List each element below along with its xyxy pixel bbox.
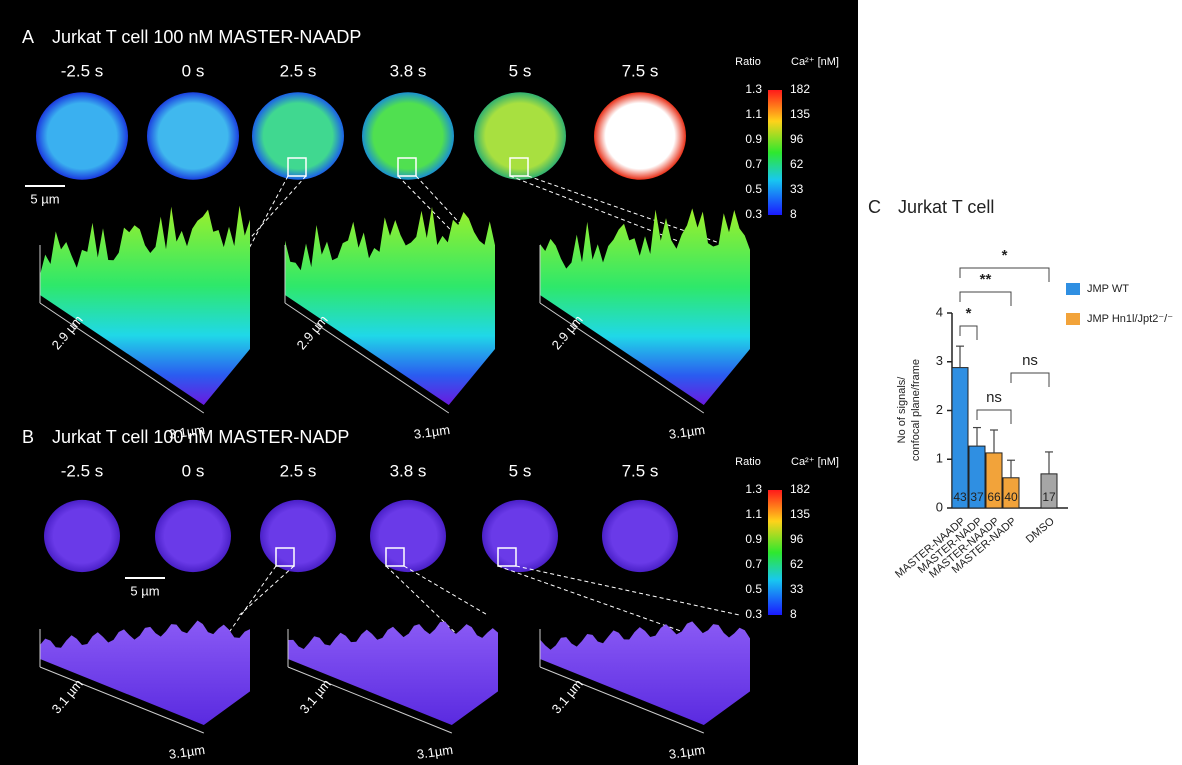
colorbar-tick-label: 0.5 [745,582,762,596]
time-label: 7.5 s [622,461,659,480]
colorbar-tick-label: 1.1 [745,507,762,521]
colorbar-title: Ca²⁺ [nM] [791,56,839,68]
panel-title: Jurkat T cell 100 nM MASTER-NADP [52,427,349,447]
n-label: 17 [1042,490,1056,504]
time-label: 0 s [182,461,205,480]
significance-label: ** [980,271,992,288]
n-label: 40 [1004,490,1018,504]
colorbar-tick-label: 62 [790,157,804,171]
significance-bracket [1011,373,1049,387]
colorbar-tick-label: 1.1 [745,107,762,121]
legend-swatch [1066,313,1080,325]
significance-label: * [966,305,972,322]
y-tick-label: 4 [936,304,943,319]
significance-bracket [960,268,1049,282]
y-tick-label: 3 [936,353,943,368]
colorbar-title: Ratio [735,56,761,68]
colorbar-title: Ca²⁺ [nM] [791,456,839,468]
time-label: 5 s [509,61,532,80]
colorbar [768,490,782,615]
scale-bar-label: 5 µm [30,191,59,206]
bar [952,368,968,508]
colorbar-tick-label: 182 [790,482,810,496]
time-label: -2.5 s [61,61,104,80]
cell-image [252,92,344,179]
panel-label: C [868,197,881,217]
time-label: -2.5 s [61,461,104,480]
colorbar-title: Ratio [735,456,761,468]
time-label: 2.5 s [280,61,317,80]
significance-label: ns [1022,352,1038,369]
significance-bracket [960,326,977,340]
cell-image [370,500,446,572]
chart-title: Jurkat T cell [898,197,994,217]
colorbar-tick-label: 33 [790,182,804,196]
cell-image [594,92,686,179]
colorbar-tick-label: 62 [790,557,804,571]
n-label: 37 [970,490,984,504]
y-tick-label: 0 [936,499,943,514]
significance-label: * [1002,247,1008,264]
legend-swatch [1066,283,1080,295]
n-label: 43 [953,490,967,504]
colorbar [768,90,782,215]
legend-label: JMP WT [1087,283,1129,295]
y-axis-label: confocal plane/frame [910,359,922,461]
time-label: 2.5 s [280,461,317,480]
panel-label: B [22,427,34,447]
y-tick-label: 1 [936,451,943,466]
cell-image [147,92,239,179]
time-label: 5 s [509,461,532,480]
colorbar-tick-label: 1.3 [745,482,762,496]
cell-image [362,92,454,179]
n-label: 66 [987,490,1001,504]
colorbar-tick-label: 96 [790,532,804,546]
significance-bracket [977,410,1011,424]
colorbar-tick-label: 0.3 [745,607,762,621]
colorbar-tick-label: 0.9 [745,532,762,546]
colorbar-tick-label: 33 [790,582,804,596]
panel-title: Jurkat T cell 100 nM MASTER-NAADP [52,27,361,47]
cell-image [474,92,566,179]
colorbar-tick-label: 182 [790,82,810,96]
colorbar-tick-label: 0.5 [745,182,762,196]
colorbar-tick-label: 0.7 [745,557,762,571]
cell-image [260,500,336,572]
figure: A Jurkat T cell 100 nM MASTER-NAADP -2.5 s… [0,0,1182,765]
time-label: 3.8 s [390,61,427,80]
colorbar-tick-label: 0.7 [745,157,762,171]
colorbar-tick-label: 135 [790,507,810,521]
time-label: 0 s [182,61,205,80]
y-axis-label: No of signals/ [896,376,908,444]
cell-image [44,500,120,572]
colorbar-tick-label: 0.3 [745,207,762,221]
x-tick-label: DMSO [1024,515,1057,546]
cell-image [36,92,128,179]
scale-bar-label: 5 µm [130,583,159,598]
colorbar-tick-label: 0.9 [745,132,762,146]
panel-label: A [22,27,34,47]
colorbar-tick-label: 8 [790,207,797,221]
cell-image [155,500,231,572]
y-tick-label: 2 [936,402,943,417]
time-label: 7.5 s [622,61,659,80]
colorbar-tick-label: 96 [790,132,804,146]
colorbar-tick-label: 8 [790,607,797,621]
colorbar-tick-label: 135 [790,107,810,121]
time-label: 3.8 s [390,461,427,480]
legend-label: JMP Hn1l/Jpt2⁻/⁻ [1087,313,1173,325]
significance-label: ns [986,389,1002,406]
colorbar-tick-label: 1.3 [745,82,762,96]
cell-image [602,500,678,572]
cell-image [482,500,558,572]
significance-bracket [960,292,1011,306]
